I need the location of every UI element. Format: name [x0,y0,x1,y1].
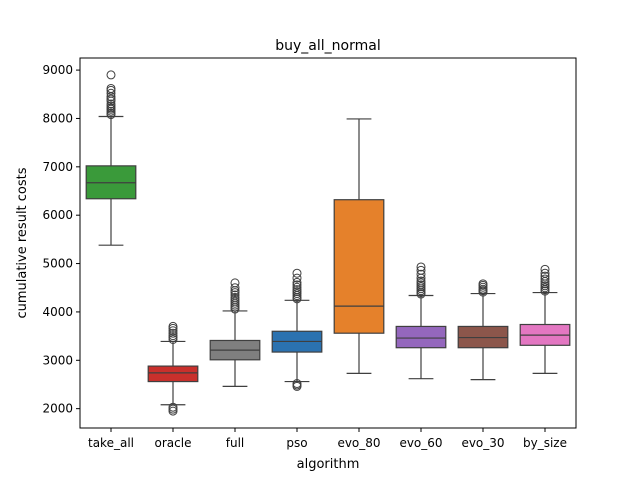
x-tick-label: take_all [88,436,134,450]
outlier-point [292,277,302,287]
box-body [333,199,385,334]
outlier-point [292,379,302,389]
outlier-point [416,276,426,286]
box-body [147,365,199,383]
box-group-pso [271,268,323,391]
x-tick-label: evo_80 [337,436,380,450]
box-group-evo_80 [333,118,385,374]
y-tick-label: 2000 [42,402,73,416]
outlier-point [292,282,302,292]
outlier-point [106,70,116,80]
box-group-oracle [147,321,199,416]
y-tick-label: 8000 [42,111,73,125]
outlier-point [106,83,116,93]
x-tick-label: pso [286,436,307,450]
axes-frame [79,57,577,429]
x-tick-label: evo_30 [461,436,504,450]
y-tick-label: 4000 [42,305,73,319]
y-tick-label: 5000 [42,257,73,271]
box-group-by_size [519,264,571,374]
y-axis-label: cumulative result costs [15,167,30,318]
outlier-point [292,280,302,290]
box-body [395,325,447,349]
y-tick-label: 7000 [42,160,73,174]
outlier-point [292,285,302,295]
outlier-point [416,265,426,275]
box-group-full [209,278,261,388]
outlier-point [106,88,116,98]
outlier-point [540,274,550,284]
box-group-evo_30 [457,279,509,381]
outlier-point [168,326,178,336]
y-tick-label: 9000 [42,63,73,77]
outlier-point [540,264,550,274]
y-tick-label: 3000 [42,353,73,367]
outlier-point [292,273,302,283]
outlier-point [168,321,178,331]
box-group-take_all [85,70,137,246]
outlier-point [540,268,550,278]
x-tick-label: full [226,436,245,450]
outlier-point [230,290,240,300]
outlier-point [292,268,302,278]
outlier-point [416,262,426,272]
outlier-point [230,292,240,302]
outlier-point [230,278,240,288]
outlier-point [106,99,116,109]
x-tick-label: by_size [523,436,567,450]
x-tick-label: oracle [155,436,192,450]
outlier-point [416,269,426,279]
x-axis-label: algorithm [297,457,360,472]
outlier-point [230,283,240,293]
chart-title: buy_all_normal [275,38,380,54]
y-tick-label: 6000 [42,208,73,222]
outlier-point [168,331,178,341]
x-tick-label: evo_60 [399,436,442,450]
y-axis: 2000 3000 4000 5000 6000 7000 8000 9000 [42,63,80,416]
outlier-point [168,328,178,338]
outlier-point [168,402,178,412]
x-axis: take_all oracle full pso evo_80 evo_60 evo_30 b… [88,428,567,450]
box-group-evo_60 [395,262,447,380]
outlier-point [106,94,116,104]
outlier-point [540,271,550,281]
plot-area [85,70,571,416]
outlier-point [478,279,488,289]
